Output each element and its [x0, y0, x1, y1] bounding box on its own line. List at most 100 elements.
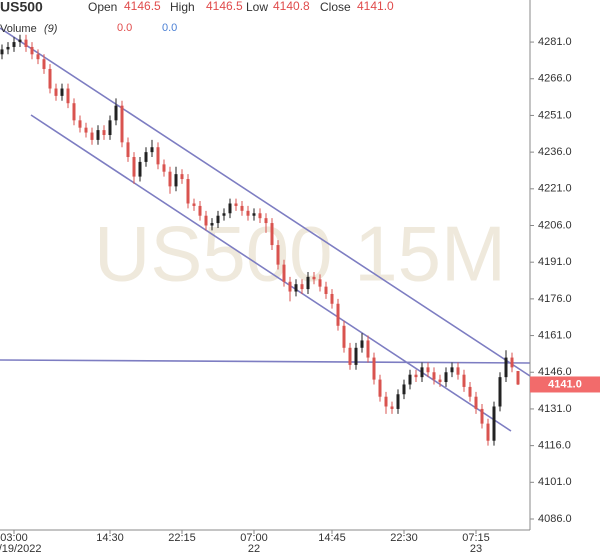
symbol: US500 [0, 0, 43, 15]
candle-body [192, 203, 196, 206]
x-date-label: 22 [248, 543, 260, 555]
candle-body [378, 379, 382, 397]
candle-body [426, 367, 430, 373]
x-tick-label: 07:00 [240, 532, 268, 544]
trend-line [30, 114, 512, 432]
candle-body [384, 396, 388, 407]
candle-body [6, 46, 10, 50]
candle-body [330, 293, 334, 304]
candle-body [198, 205, 202, 216]
y-tick-label: 4191.0 [538, 256, 572, 268]
x-tick-label: 22:30 [390, 532, 418, 544]
candle-body [420, 367, 424, 378]
y-tick-label: 4131.0 [538, 403, 572, 415]
candle-body [456, 367, 460, 375]
x-date-label: 23 [470, 543, 482, 555]
candle-body [276, 245, 280, 265]
candle-body [480, 408, 484, 424]
candle-body [102, 130, 106, 136]
volume-label: Volume [0, 23, 37, 35]
volume-period: (9) [44, 23, 58, 35]
candle-body [228, 203, 232, 214]
candle-body [66, 88, 70, 104]
candle-body [486, 423, 490, 441]
candle-body [318, 279, 322, 287]
candle-body [120, 105, 124, 143]
candle-body [342, 325, 346, 348]
candle-body [408, 374, 412, 385]
candle-body [210, 223, 214, 226]
candle-body [462, 374, 466, 387]
candle-body [246, 210, 250, 216]
candle-body [402, 384, 406, 395]
x-tick-label: 14:45 [318, 532, 346, 544]
candle-body [216, 215, 220, 224]
ohlc-label: Close [320, 0, 351, 14]
candle-body [306, 276, 310, 290]
candle-body [168, 171, 172, 187]
watermark: US500 15M [94, 210, 506, 298]
candle-body [240, 205, 244, 211]
candle-body [366, 340, 370, 358]
candle-body [432, 372, 436, 380]
candle-body [390, 406, 394, 409]
candle-body [258, 213, 262, 219]
candle-body [42, 59, 46, 69]
candle-body [360, 340, 364, 348]
ohlc-value: 4141.0 [357, 0, 394, 13]
candle-body [348, 347, 352, 365]
candle-body [492, 406, 496, 441]
x-tick-label: 22:15 [168, 532, 196, 544]
ohlc-label: High [170, 0, 195, 14]
candle-body [222, 213, 226, 216]
candle-body [444, 372, 448, 383]
y-tick-label: 4161.0 [538, 329, 572, 341]
x-tick-label: 14:30 [96, 532, 124, 544]
candle-body [234, 203, 238, 206]
x-tick-label: 07:15 [462, 532, 490, 544]
candle-body [96, 130, 100, 140]
y-tick-label: 4281.0 [538, 36, 572, 48]
candle-body [12, 42, 16, 47]
ohlc-value: 4146.5 [124, 0, 161, 13]
x-tick-label: 03:00 [0, 532, 28, 544]
price-tag-label: 4141.0 [548, 378, 582, 390]
y-tick-label: 4146.0 [538, 366, 572, 378]
candle-body [282, 264, 286, 282]
candle-body [312, 276, 316, 280]
candle-body [78, 120, 82, 128]
candle-body [72, 103, 76, 121]
candle-body [36, 54, 40, 60]
price-tag [530, 376, 600, 393]
candle-body [294, 284, 298, 292]
candle-body [114, 105, 118, 121]
candle-body [450, 367, 454, 373]
y-tick-label: 4176.0 [538, 293, 572, 305]
candle-body [162, 164, 166, 172]
candle-body [264, 218, 268, 224]
candle-body [324, 286, 328, 294]
ohlc-value: 4146.5 [206, 0, 243, 13]
candle-body [84, 127, 88, 133]
candle-body [60, 88, 64, 96]
ohlc-label: Open [88, 0, 117, 14]
candle-body [54, 88, 58, 96]
x-date-label: 08/19/2022 [0, 543, 42, 555]
candle-body [396, 394, 400, 409]
y-tick-label: 4251.0 [538, 109, 572, 121]
candle-body [468, 386, 472, 397]
candle-body [504, 357, 508, 378]
candle-body [204, 215, 208, 226]
ohlc-value: 4140.8 [273, 0, 310, 13]
candle-body [438, 379, 442, 383]
candle-body [18, 39, 22, 43]
trend-line [0, 27, 531, 377]
candle-body [108, 120, 112, 136]
candle-body [372, 357, 376, 380]
candle-body [156, 147, 160, 165]
y-tick-label: 4221.0 [538, 183, 572, 195]
candle-body [300, 284, 304, 290]
volume-value: 0.0 [117, 22, 132, 34]
candle-body [48, 68, 52, 89]
candle-body [150, 147, 154, 153]
